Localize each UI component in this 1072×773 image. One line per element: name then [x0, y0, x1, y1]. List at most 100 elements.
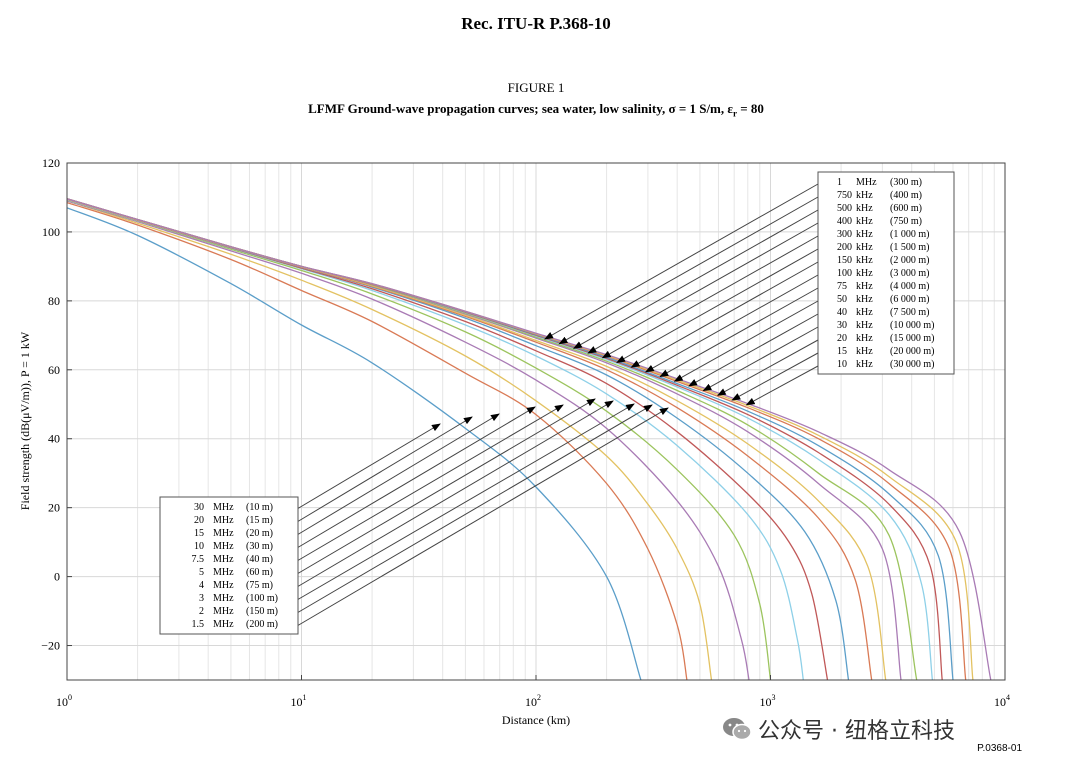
x-axis-label: Distance (km) — [502, 713, 570, 727]
curve-15mhz — [67, 200, 713, 680]
high-band-arrow — [558, 196, 819, 345]
x-tick-label: 101 — [291, 693, 307, 709]
y-tick-label: 40 — [48, 432, 60, 446]
legend-wavelength: (3 000 m) — [890, 268, 929, 279]
watermark-text: 公众号 · 纽格立科技 — [758, 719, 955, 744]
x-tick-exponent: 1 — [303, 693, 307, 702]
legend-wavelength: (15 000 m) — [890, 333, 934, 344]
high-band-arrow — [716, 339, 819, 396]
figure-label: FIGURE 1 — [507, 80, 565, 95]
legend-wavelength: (20 000 m) — [890, 346, 934, 357]
low-band-arrow — [296, 398, 596, 575]
high-band-legend: 1 MHz (300 m) 750 kHz (400 m) 500 kHz (600 m) 400… — [817, 171, 955, 375]
x-tick-exponent: 3 — [772, 693, 776, 702]
legend-frequency: 1 — [837, 177, 842, 188]
high-band-arrow — [544, 183, 819, 340]
y-tick-label: 120 — [42, 156, 60, 170]
y-tick-label: 80 — [48, 294, 60, 308]
low-band-arrow — [296, 403, 635, 601]
legend-frequency: 10 — [837, 359, 847, 370]
legend-wavelength: (10 000 m) — [890, 320, 934, 331]
legend-unit: MHz — [213, 593, 234, 604]
figure-title-sigma: σ — [668, 101, 676, 116]
legend-unit: kHz — [856, 320, 873, 331]
legend-frequency: 300 — [837, 229, 852, 240]
high-band-arrow — [587, 222, 819, 354]
high-band-arrow — [601, 235, 819, 359]
legend-unit: kHz — [856, 294, 873, 305]
legend-wavelength: (40 m) — [246, 554, 273, 565]
legend-wavelength: (6 000 m) — [890, 294, 929, 305]
figure-title: LFMF Ground-wave propagation curves; sea… — [0, 101, 1072, 119]
legend-frequency: 4 — [199, 580, 204, 591]
legend-unit: kHz — [856, 281, 873, 292]
high-band-arrow — [702, 326, 819, 392]
legend-frequency: 50 — [837, 294, 847, 305]
curve-7.5mhz — [67, 199, 772, 680]
x-tick-base: 10 — [525, 695, 537, 709]
legend-frequency: 100 — [837, 268, 852, 279]
x-tick-label: 104 — [994, 693, 1010, 709]
legend-unit: kHz — [856, 359, 873, 370]
low-band-arrow — [296, 413, 500, 536]
high-band-arrow — [644, 274, 819, 373]
legend-frequency: 400 — [837, 216, 852, 227]
figure-title-text-mid: = 1 S/m, — [675, 101, 728, 116]
y-tick-label: −20 — [41, 639, 60, 653]
x-tick-exponent: 4 — [1006, 693, 1010, 702]
x-tick-base: 10 — [56, 695, 68, 709]
figure-title-text-end: = 80 — [736, 101, 764, 116]
legend-wavelength: (1 000 m) — [890, 229, 929, 240]
legend-unit: MHz — [213, 541, 234, 552]
curves — [67, 198, 992, 680]
legend-wavelength: (600 m) — [890, 203, 922, 214]
high-band-arrow — [688, 313, 819, 387]
legend-unit: MHz — [213, 515, 234, 526]
legend-unit: kHz — [856, 190, 873, 201]
legend-frequency: 20 — [194, 515, 204, 526]
curve-10mhz — [67, 200, 750, 680]
legend-wavelength: (30 m) — [246, 541, 273, 552]
wechat-icon — [723, 718, 752, 741]
high-band-arrow — [659, 287, 819, 378]
watermark: 公众号 · 纽格立科技 — [722, 713, 955, 745]
legend-frequency: 40 — [837, 307, 847, 318]
legend-wavelength: (100 m) — [246, 593, 278, 604]
legend-frequency: 30 — [837, 320, 847, 331]
legend-unit: kHz — [856, 268, 873, 279]
legend-wavelength: (1 500 m) — [890, 242, 929, 253]
high-band-arrow — [673, 300, 819, 382]
y-tick-label: 100 — [42, 225, 60, 239]
figure-title-text: LFMF Ground-wave propagation curves; sea… — [308, 101, 669, 116]
legend-unit: kHz — [856, 346, 873, 357]
low-band-arrow — [296, 407, 669, 627]
high-band-arrow — [572, 209, 819, 349]
legend-unit: kHz — [856, 216, 873, 227]
legend-unit: MHz — [213, 580, 234, 591]
legend-wavelength: (150 m) — [246, 606, 278, 617]
x-tick-base: 10 — [760, 695, 772, 709]
low-band-legend: 30 MHz (10 m) 20 MHz (15 m) 15 MHz (20 m) 10 MHz (3… — [159, 496, 299, 635]
legend-frequency: 15 — [194, 528, 204, 539]
legend-unit: kHz — [856, 229, 873, 240]
legend-frequency: 10 — [194, 541, 204, 552]
legend-unit: kHz — [856, 333, 873, 344]
legend-frequency: 200 — [837, 242, 852, 253]
legend-wavelength: (10 m) — [246, 502, 273, 513]
leader-arrows — [296, 183, 819, 627]
y-tick-label: 0 — [54, 570, 60, 584]
legend-wavelength: (75 m) — [246, 580, 273, 591]
legend-wavelength: (200 m) — [246, 619, 278, 630]
legend-wavelength: (2 000 m) — [890, 255, 929, 266]
legend-unit: kHz — [856, 255, 873, 266]
legend-unit: MHz — [213, 567, 234, 578]
y-tick-label: 60 — [48, 363, 60, 377]
legend-unit: MHz — [213, 528, 234, 539]
legend-frequency: 20 — [837, 333, 847, 344]
legend-unit: kHz — [856, 203, 873, 214]
legend-unit: MHz — [856, 177, 877, 188]
document-header: Rec. ITU-R P.368-10 — [461, 14, 611, 33]
legend-frequency: 7.5 — [192, 554, 205, 565]
high-band-arrow — [616, 248, 819, 363]
legend-frequency: 3 — [199, 593, 204, 604]
